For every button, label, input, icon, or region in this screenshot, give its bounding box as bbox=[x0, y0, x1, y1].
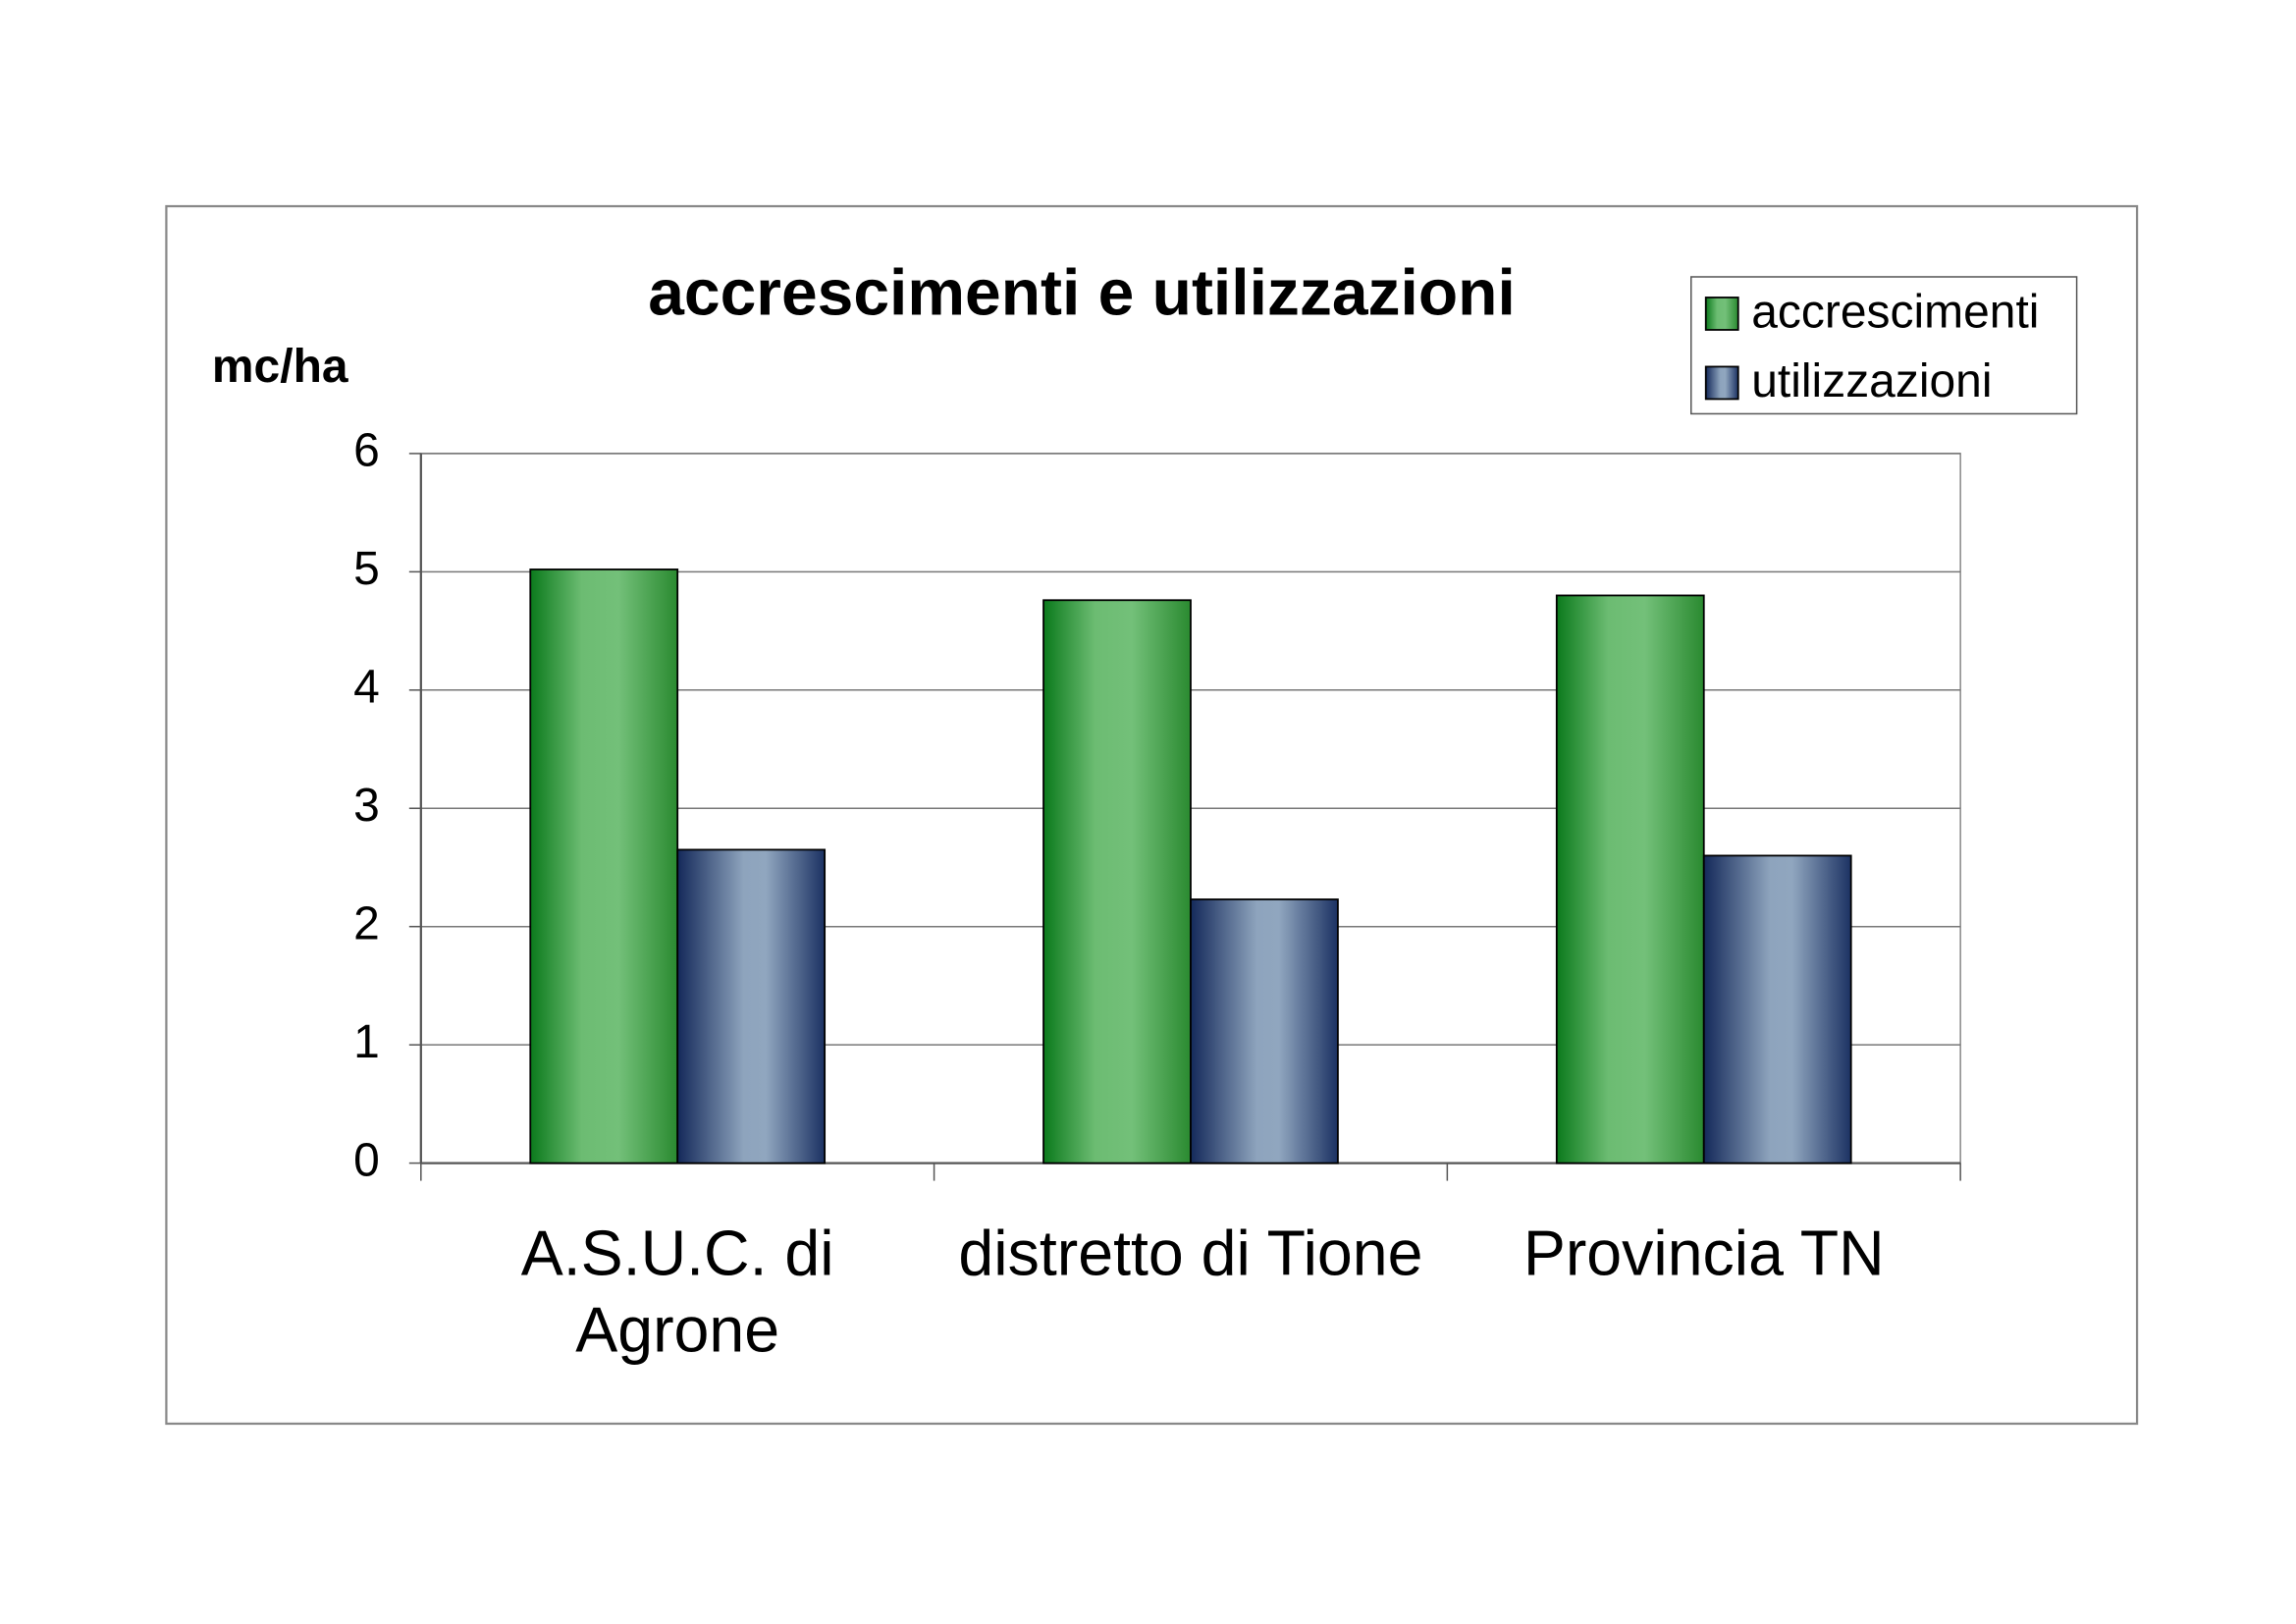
legend-swatch bbox=[1704, 297, 1739, 331]
bar bbox=[1702, 854, 1852, 1164]
legend-box bbox=[1690, 276, 2078, 415]
y-tick-label: 6 bbox=[353, 425, 380, 477]
legend-label: accrescimenti bbox=[1751, 287, 2039, 339]
x-label-box: A.S.U.C. di Agrone bbox=[520, 1218, 834, 1367]
bar bbox=[676, 848, 827, 1164]
x-label-box: distretto di Tione bbox=[958, 1218, 1423, 1290]
y-tick-label: 2 bbox=[353, 897, 380, 949]
y-tick-label: 1 bbox=[353, 1016, 380, 1068]
y-tick-label: 4 bbox=[353, 661, 380, 713]
legend-swatch bbox=[1704, 365, 1739, 401]
bar bbox=[529, 568, 679, 1164]
bar bbox=[1190, 898, 1339, 1164]
bar bbox=[1042, 599, 1192, 1164]
bar bbox=[1555, 594, 1705, 1164]
y-tick-label: 5 bbox=[353, 543, 380, 595]
x-label-box: Provincia TN bbox=[1522, 1218, 1885, 1290]
legend-label: utilizzazioni bbox=[1751, 355, 1992, 407]
x-tick-label: Provincia TN bbox=[1522, 1218, 1885, 1290]
y-tick-label: 3 bbox=[353, 780, 380, 832]
chart-title: accrescimenti e utilizzazioni bbox=[648, 255, 1516, 328]
y-axis-label: mc/ha bbox=[212, 341, 348, 393]
x-tick-label: distretto di Tione bbox=[958, 1218, 1423, 1290]
y-tick-label: 0 bbox=[353, 1134, 380, 1186]
x-tick-label: A.S.U.C. di Agrone bbox=[520, 1218, 834, 1367]
